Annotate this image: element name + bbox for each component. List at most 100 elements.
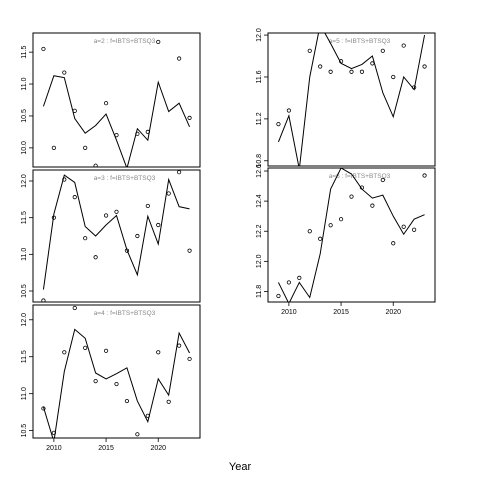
observed-point — [145, 129, 150, 135]
y-tick-label: 12.0 — [256, 254, 263, 268]
observed-point — [370, 203, 375, 208]
observed-point — [167, 172, 170, 175]
panel-frame — [32, 32, 201, 168]
observed-point — [93, 379, 98, 384]
observed-point — [349, 69, 354, 74]
observed-point — [318, 236, 323, 241]
y-tick-label: 12.2 — [256, 224, 263, 238]
observed-point — [422, 173, 427, 178]
panel-frame — [32, 169, 201, 303]
y-tick-label: 12.0 — [21, 174, 28, 188]
observed-point — [93, 163, 98, 167]
observed-point — [114, 209, 119, 214]
y-tick-label: 11.0 — [21, 387, 28, 400]
observed-point — [41, 298, 46, 302]
observed-point — [318, 64, 323, 69]
x-tick-label: 2015 — [98, 445, 114, 452]
observed-point — [412, 85, 417, 90]
observed-point — [286, 108, 291, 113]
fitted-line — [42, 174, 190, 290]
panel-label: a=3 : f=IBTS+BTSQ3 — [94, 175, 156, 182]
observed-point — [114, 381, 119, 387]
observed-point — [124, 248, 130, 253]
observed-point — [391, 241, 396, 246]
observed-point — [338, 59, 344, 64]
observed-point — [72, 108, 77, 113]
panel-label: a=6 : f=IBTS+BTSQ3 — [329, 173, 391, 180]
observed-point — [380, 48, 385, 53]
plot-area — [41, 39, 192, 175]
observed-point — [135, 432, 140, 437]
observed-point — [51, 430, 56, 435]
panel-age-6: a=6 : f=IBTS+BTSQ3 11.8 12.0 12.2 12.4 12.6 20… — [256, 164, 436, 316]
observed-point — [422, 64, 427, 69]
observed-point — [187, 248, 192, 253]
panel-label: a=5 : f=IBTS+BTSQ3 — [329, 38, 391, 45]
y-tick-label: 11.5 — [21, 350, 28, 363]
observed-point — [307, 48, 312, 53]
observed-point — [62, 350, 67, 355]
observed-point — [380, 177, 385, 183]
panel-age-4: a=4 : f=IBTS+BTSQ3 10.5 11.0 11.5 12.0 2010 20… — [21, 304, 201, 452]
y-tick-label: 11.6 — [256, 70, 263, 83]
x-axis-title: Year — [229, 461, 252, 473]
y-tick-label: 10.5 — [21, 109, 28, 123]
observed-point — [177, 343, 182, 348]
observed-point — [177, 170, 182, 175]
observed-point — [83, 145, 88, 150]
x-tick-label: 2020 — [150, 445, 166, 452]
observed-point — [307, 229, 312, 234]
observed-point — [145, 413, 150, 418]
observed-point — [359, 69, 365, 74]
observed-point — [187, 356, 192, 362]
observed-point — [370, 61, 375, 66]
fitted-line — [277, 168, 425, 302]
y-tick-label: 12.0 — [256, 28, 263, 42]
observed-point — [41, 46, 46, 52]
plot-area — [41, 170, 192, 302]
observed-point — [286, 280, 291, 285]
panel-label: a=2 : f=IBTS+BTSQ3 — [94, 38, 156, 45]
panel-label: a=4 : f=IBTS+BTSQ3 — [94, 310, 156, 317]
y-tick-label: 12.0 — [21, 313, 28, 327]
observed-point — [276, 122, 281, 127]
observed-point — [328, 223, 333, 228]
observed-point — [103, 213, 109, 218]
panel-age-2: a=2 : f=IBTS+BTSQ3 10.0 10.5 11.0 11.5 — [21, 32, 201, 175]
y-tick-label: 11.0 — [21, 248, 28, 261]
observed-point — [83, 236, 88, 241]
observed-point — [41, 406, 46, 411]
y-tick-label: 11.8 — [256, 285, 263, 298]
observed-point — [338, 217, 344, 222]
y-tick-label: 11.5 — [21, 45, 28, 58]
observed-point — [328, 69, 333, 74]
observed-point — [135, 233, 140, 239]
y-tick-label: 11.5 — [21, 211, 28, 224]
observed-point — [401, 224, 406, 229]
observed-point — [156, 39, 161, 45]
y-tick-label: 12.6 — [256, 164, 263, 178]
observed-point — [62, 177, 67, 182]
y-tick-label: 10.5 — [21, 284, 28, 298]
fitted-line — [42, 328, 191, 438]
x-tick-label: 2010 — [281, 309, 297, 316]
panel-frame — [267, 32, 436, 167]
fitted-line — [277, 33, 426, 166]
observed-point — [72, 195, 77, 200]
observed-point — [62, 70, 67, 75]
plot-area — [276, 33, 427, 166]
observed-point — [359, 185, 365, 190]
y-tick-label: 12.4 — [256, 194, 263, 208]
observed-point — [124, 398, 130, 404]
observed-point — [177, 56, 182, 61]
y-tick-label: 10.8 — [256, 154, 263, 168]
observed-point — [401, 43, 406, 48]
observed-point — [276, 293, 281, 299]
x-tick-label: 2015 — [333, 309, 349, 316]
observed-point — [391, 74, 396, 80]
observed-point — [135, 131, 140, 136]
panel-frame — [267, 167, 436, 303]
observed-point — [156, 222, 161, 228]
observed-point — [51, 215, 56, 220]
